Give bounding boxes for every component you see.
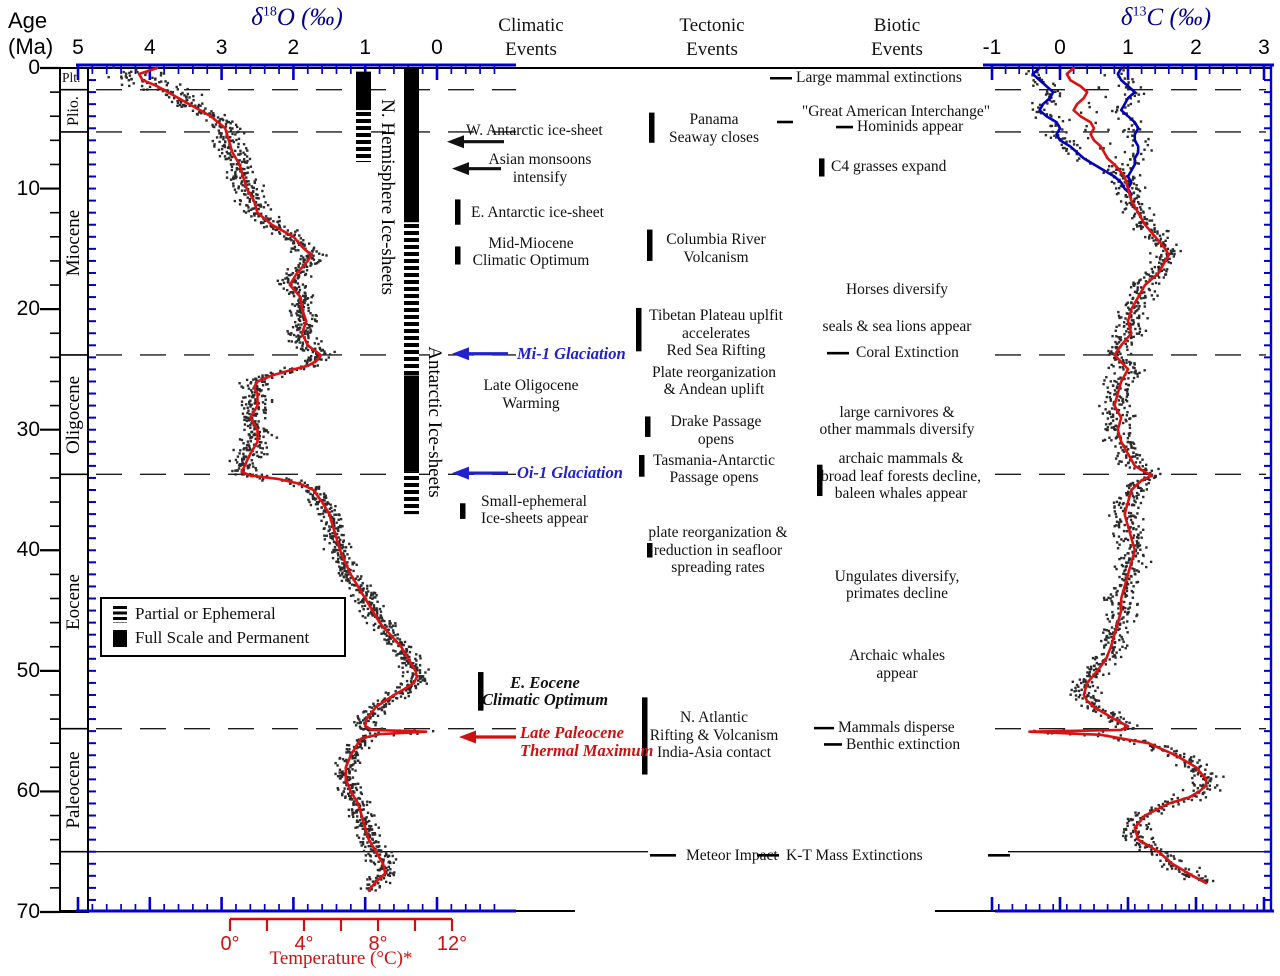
tectonic-event-7: N. Atlantic Rifting & Volcanism India-Asia… xyxy=(649,709,779,762)
climatic-event-4: Mi-1 Glaciation xyxy=(517,344,626,363)
tectonic-event-6: plate reorganization & reduction in seafl… xyxy=(648,524,788,577)
temp-tick-8°: 8° xyxy=(368,933,388,955)
d13c-delta-glyph: δ xyxy=(1120,4,1133,31)
biotic-event-2: Hominids appear xyxy=(857,118,964,136)
age-tick-30: 30 xyxy=(16,417,40,441)
full-permanent-icon xyxy=(113,629,127,647)
biotic-event-7: large carnivores & other mammals diversif… xyxy=(819,403,975,439)
tectonic-event-3: Plate reorganization & Andean uplift xyxy=(651,363,777,399)
age-tick-50: 50 xyxy=(16,658,40,682)
legend-row-full: Full Scale and Permanent xyxy=(113,628,309,648)
biotic-event-8: archaic mammals & broad leaf forests decl… xyxy=(820,450,982,503)
age-tick-60: 60 xyxy=(16,779,40,803)
d13c-tick-3: 3 xyxy=(1258,36,1270,59)
ice-sheet-bars xyxy=(356,68,419,515)
age-axis-label-line1: Age xyxy=(8,8,48,33)
climatic-event-3: Mid-Miocene Climatic Optimum xyxy=(472,234,590,270)
biotic-event-12: Benthic extinction xyxy=(846,735,961,753)
age-tick-70: 70 xyxy=(16,899,40,923)
climatic-event-0: W. Antarctic ice-sheet xyxy=(466,121,603,139)
biotic-event-5: seals & sea lions appear xyxy=(822,318,972,336)
axes-ticks xyxy=(40,63,1274,931)
d13c-tick-2: 2 xyxy=(1190,36,1202,59)
tectonic-event-8: Meteor Impact xyxy=(686,846,778,864)
d18o-title-rest: O (‰) xyxy=(276,4,343,31)
d18o-axis-title: δ18O (‰) xyxy=(251,4,343,32)
d13c-tick-1: 1 xyxy=(1122,36,1134,59)
d18o-tick-0: 0 xyxy=(431,36,443,59)
d18o-tick-2: 2 xyxy=(287,36,300,59)
climatic-event-8: E. Eocene Climatic Optimum xyxy=(481,672,609,710)
d13c-superscript: 13 xyxy=(1132,4,1147,20)
plot-frame xyxy=(59,67,1272,913)
d18o-tick-3: 3 xyxy=(215,36,228,59)
antarctic-ice-sheets-label: Antarctic Ice-sheets xyxy=(424,346,445,498)
legend-partial-label: Partial or Ephemeral xyxy=(135,604,276,623)
tectonic-header-line1: Tectonic xyxy=(679,15,745,36)
biotic-event-9: Ungulates diversify, primates decline xyxy=(834,567,960,603)
age-axis-label: Age (Ma) xyxy=(8,8,53,60)
legend-row-partial: Partial or Ephemeral xyxy=(113,604,276,624)
temp-tick-4°: 4° xyxy=(294,933,314,955)
climatic-events-header: Climatic Events xyxy=(498,14,563,62)
biotic-event-11: Mammals disperse xyxy=(838,719,955,737)
d18o-delta-glyph: δ xyxy=(251,4,263,31)
climatic-event-5: Late Oligocene Warming xyxy=(483,377,579,412)
biotic-event-6: Coral Extinction xyxy=(856,344,959,362)
tectonic-header-line2: Events xyxy=(686,39,738,60)
temp-tick-12°: 12° xyxy=(436,933,468,955)
age-tick-40: 40 xyxy=(16,538,40,562)
age-axis-label-line2: (Ma) xyxy=(8,34,54,59)
epoch-paleocene: Paleocene xyxy=(63,751,84,829)
climatic-event-6: Oi-1 Glaciation xyxy=(517,463,623,483)
partial-ephemeral-icon xyxy=(113,605,127,623)
tectonic-event-2: Tibetan Plateau uplfit accelerates Red Sea… xyxy=(649,307,783,359)
age-tick-0: 0 xyxy=(28,56,40,79)
epoch-plt: Plt. xyxy=(62,70,81,85)
epoch-plio: Plio. xyxy=(65,95,82,126)
biotic-header-line2: Events xyxy=(871,39,923,60)
d18o-tick-5: 5 xyxy=(72,36,84,59)
biotic-event-4: Horses diversify xyxy=(845,281,949,299)
tectonic-event-0: Panama Seaway closes xyxy=(669,111,759,146)
d13c-tick--1: -1 xyxy=(982,36,1002,59)
d18o-superscript: 18 xyxy=(262,4,277,20)
tectonic-event-1: Columbia River Volcanism xyxy=(666,231,766,266)
tectonic-events-header: Tectonic Events xyxy=(679,14,744,62)
legend-full-label: Full Scale and Permanent xyxy=(135,628,310,647)
biotic-event-3: C4 grasses expand xyxy=(831,158,947,176)
biotic-events-header: Biotic Events xyxy=(871,14,923,62)
temp-tick-0°: 0° xyxy=(220,933,240,955)
biotic-event-10: Archaic whales appear xyxy=(849,647,945,682)
epoch-miocene: Miocene xyxy=(63,210,84,277)
climatic-header-line1: Climatic xyxy=(498,15,564,36)
biotic-event-1: "Great American Interchange" xyxy=(801,103,991,121)
climatic-header-line2: Events xyxy=(505,39,557,60)
epoch-oligocene: Oligocene xyxy=(63,375,84,454)
event-markers xyxy=(447,76,1010,857)
d13c-axis-title: δ13C (‰) xyxy=(1121,4,1211,32)
d13c-tick-0: 0 xyxy=(1054,36,1066,59)
temperature-axis-label: Temperature (°C)* xyxy=(269,948,413,969)
biotic-header-line1: Biotic xyxy=(873,15,921,36)
climatic-event-9: Late Paleocene Thermal Maximum xyxy=(520,723,654,760)
climatic-event-7: Small-ephemeral Ice-sheets appear xyxy=(481,492,589,528)
smoothed-curves xyxy=(137,66,1208,892)
climatic-event-1: Asian monsoons intensify xyxy=(488,151,592,186)
biotic-event-0: Large mammal extinctions xyxy=(796,69,962,87)
d18o-tick-1: 1 xyxy=(359,36,372,59)
biotic-event-13: K-T Mass Extinctions xyxy=(786,846,923,864)
age-tick-20: 20 xyxy=(16,297,40,321)
ice-legend: Partial or Ephemeral Full Scale and Perm… xyxy=(100,597,346,657)
climatic-event-2: E. Antarctic ice-sheet xyxy=(471,203,604,221)
epoch-eocene: Eocene xyxy=(63,573,84,630)
age-tick-10: 10 xyxy=(16,176,40,200)
d18o-tick-4: 4 xyxy=(143,36,156,59)
d13c-title-rest: C (‰) xyxy=(1146,4,1212,31)
tectonic-event-5: Tasmania-Antarctic Passage opens xyxy=(653,451,775,487)
tectonic-event-4: Drake Passage opens xyxy=(670,413,762,448)
n-hemisphere-ice-sheets-label: N. Hemisphere Ice-sheets xyxy=(377,99,398,295)
